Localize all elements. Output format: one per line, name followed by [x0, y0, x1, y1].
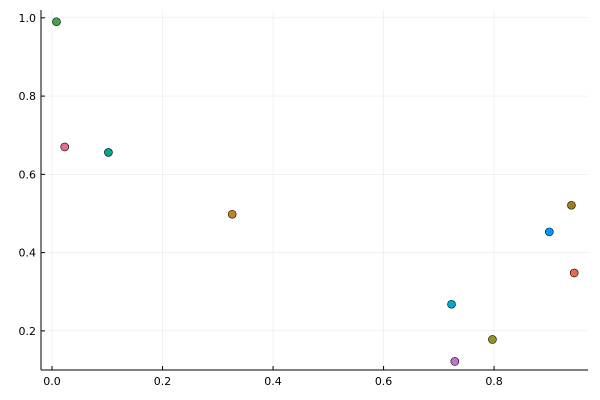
- data-point: [447, 299, 456, 309]
- data-points: [52, 17, 579, 366]
- data-point: [450, 357, 460, 366]
- y-tick-label: 0.6: [19, 168, 37, 181]
- y-tick-label: 1.0: [19, 12, 37, 25]
- data-point: [104, 148, 113, 157]
- data-point: [567, 200, 576, 210]
- y-tick-label: 0.8: [19, 90, 37, 103]
- data-point: [52, 17, 61, 27]
- data-point: [569, 268, 579, 278]
- x-tick-label: 0.8: [485, 375, 503, 388]
- data-point: [488, 335, 497, 344]
- x-tick-label: 0.0: [43, 375, 61, 388]
- y-tick-label: 0.4: [19, 247, 37, 260]
- data-point: [545, 227, 554, 237]
- x-tick-label: 0.2: [154, 375, 172, 388]
- x-tick-label: 0.4: [264, 375, 282, 388]
- axes: [40, 10, 588, 371]
- data-point: [227, 209, 237, 219]
- grid: [41, 10, 588, 370]
- ticks: 0.0 0.2 0.4 0.6 0.8 0.2 0.4 0.6 0.8 1.0: [19, 12, 503, 388]
- y-tick-label: 0.2: [19, 325, 37, 338]
- data-point: [60, 142, 70, 152]
- x-tick-label: 0.6: [375, 375, 393, 388]
